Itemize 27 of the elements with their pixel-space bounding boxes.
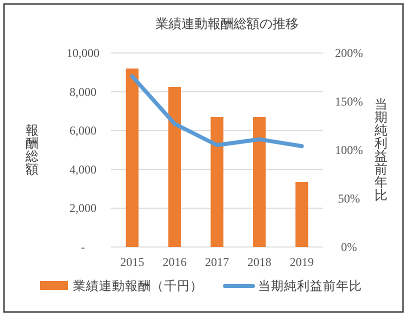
legend-label: 当期純利益前年比 xyxy=(258,279,362,293)
y2-tick-label: 50% xyxy=(338,192,360,206)
y-tick-label: - xyxy=(81,240,85,254)
y-tick-label: 4,000 xyxy=(70,162,96,176)
y2-axis-title: 当期純利益前年比 xyxy=(374,96,388,202)
bar xyxy=(126,68,139,247)
bar xyxy=(210,117,224,247)
bar xyxy=(168,86,181,247)
y-tick-label: 6,000 xyxy=(70,124,96,138)
y2-tick-label: 100% xyxy=(335,143,363,157)
y2-tick-label: 150% xyxy=(335,94,363,108)
bar xyxy=(295,182,308,247)
y2-tick-label: 200% xyxy=(335,46,363,60)
y2-tick-label: 0% xyxy=(341,240,357,254)
x-tick-label: 2018 xyxy=(247,255,272,269)
chart-title: 業績連動報酬総額の推移 xyxy=(156,16,298,31)
x-tick-label: 2019 xyxy=(290,255,314,269)
x-tick-label: 2015 xyxy=(120,255,144,269)
line-series xyxy=(130,74,304,148)
bar xyxy=(253,117,266,247)
x-tick-label: 2016 xyxy=(162,255,187,269)
legend-label: 業績連動報酬（千円） xyxy=(73,279,203,293)
x-tick-label: 2017 xyxy=(205,255,229,269)
y-tick-label: 8,000 xyxy=(70,84,96,99)
y-axis-title: 報酬総額 xyxy=(24,122,38,176)
y-tick-label: 10,000 xyxy=(66,46,100,60)
y-tick-label: 2,000 xyxy=(70,201,96,216)
